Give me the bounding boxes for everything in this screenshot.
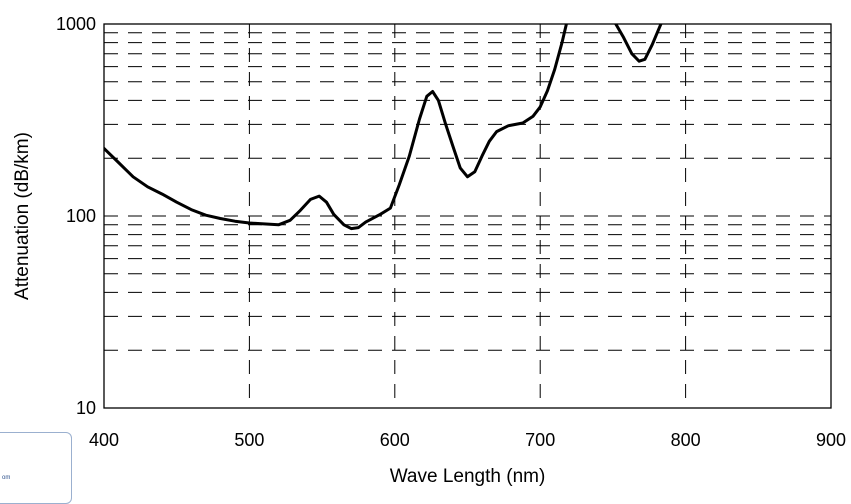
attenuation-curve	[614, 24, 663, 63]
logo-fragment-box	[0, 432, 72, 504]
y-tick-label: 1000	[56, 14, 96, 34]
series-layer	[104, 24, 663, 231]
plot-area	[103, 23, 832, 409]
attenuation-chart: 400 500 600 700 800 900 10 100 1000 Wave Length …	[12, 14, 846, 486]
tick-labels: 400 500 600 700 800 900 10 100 1000	[56, 14, 846, 450]
logo-fragment-text: om	[2, 475, 11, 481]
y-tick-label: 100	[66, 206, 96, 226]
x-axis-title: Wave Length (nm)	[390, 466, 546, 486]
attenuation-curve	[104, 24, 568, 231]
x-tick-label: 700	[525, 430, 555, 450]
x-tick-label: 900	[816, 430, 846, 450]
y-axis-title: Attenuation (dB/km)	[12, 132, 33, 300]
x-tick-label: 800	[671, 430, 701, 450]
x-tick-label: 600	[380, 430, 410, 450]
x-tick-label: 400	[89, 430, 119, 450]
y-tick-label: 10	[76, 398, 96, 418]
grid-lines	[104, 24, 831, 408]
x-tick-label: 500	[234, 430, 264, 450]
